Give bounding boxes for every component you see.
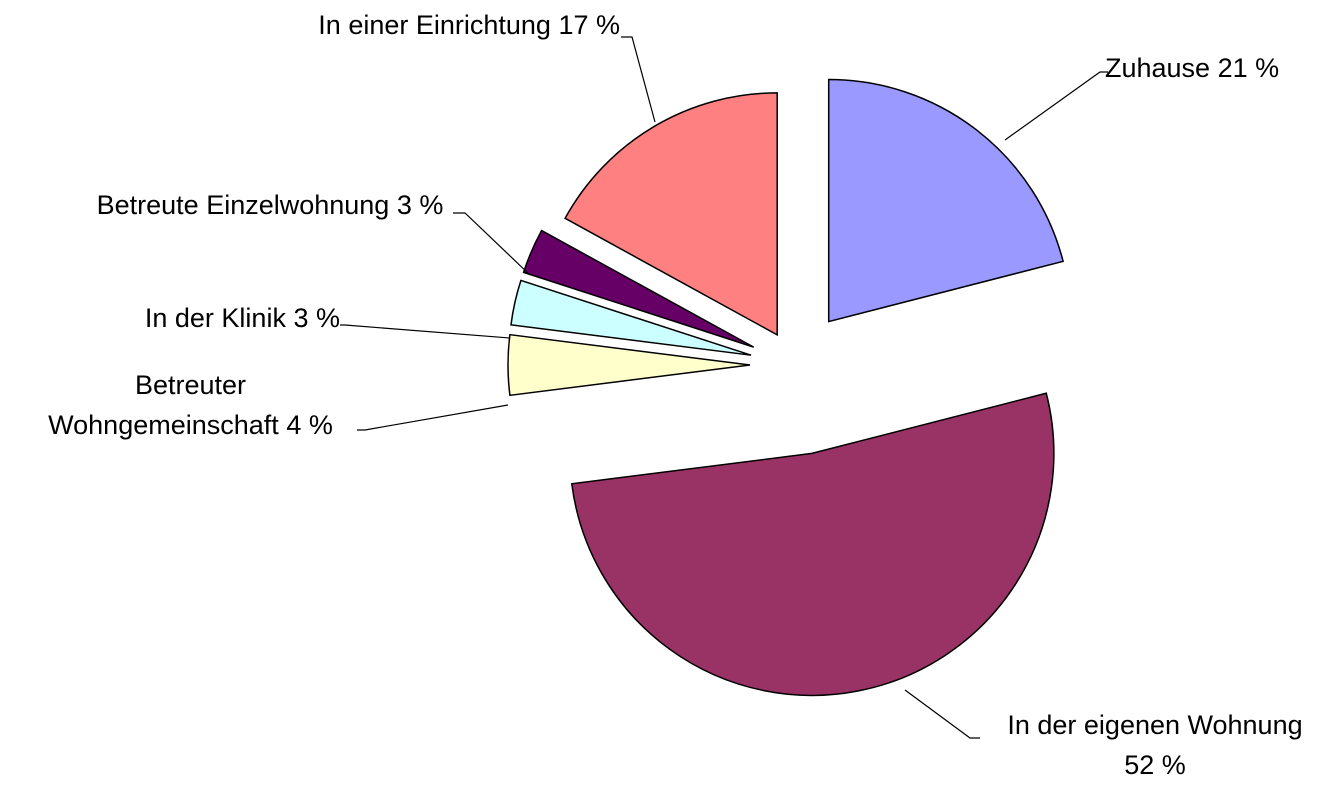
leader-line [357, 404, 509, 431]
leader-line [340, 324, 511, 339]
pie-slice [827, 78, 1065, 323]
leader-line [904, 689, 980, 739]
category-label: Betreuter Wohngemeinschaft [48, 370, 279, 440]
data-label: In der Klinik 3 % [60, 298, 340, 338]
value-label: 3 % [396, 190, 444, 220]
pie-slice [507, 333, 751, 397]
value-label: 17 % [558, 10, 620, 40]
pie-slice [510, 279, 752, 356]
leader-line [453, 212, 531, 276]
category-label: In einer Einrichtung [318, 10, 551, 40]
category-label: In der eigenen Wohnung [1007, 710, 1303, 740]
data-label: Betreute Einzelwohnung 3 % [90, 185, 450, 225]
data-label: Betreuter Wohngemeinschaft 4 % [18, 365, 363, 445]
value-label: 4 % [286, 410, 333, 440]
category-label: Betreute Einzelwohnung [96, 190, 390, 220]
value-label: 3 % [293, 303, 340, 333]
category-label: Zuhause [1105, 53, 1211, 83]
pie-slice [570, 392, 1055, 697]
value-label: 52 % [1124, 750, 1186, 780]
data-label: In einer Einrichtung 17 % [200, 5, 620, 45]
data-label: Zuhause 21 % [1105, 48, 1335, 88]
leader-line [1004, 71, 1108, 141]
pie-slice [564, 92, 778, 337]
leader-line [621, 36, 656, 123]
category-label: In der Klinik [144, 303, 286, 333]
data-label: In der eigenen Wohnung 52 % [975, 705, 1335, 785]
value-label: 21 % [1217, 53, 1280, 83]
pie-slice [522, 229, 755, 348]
